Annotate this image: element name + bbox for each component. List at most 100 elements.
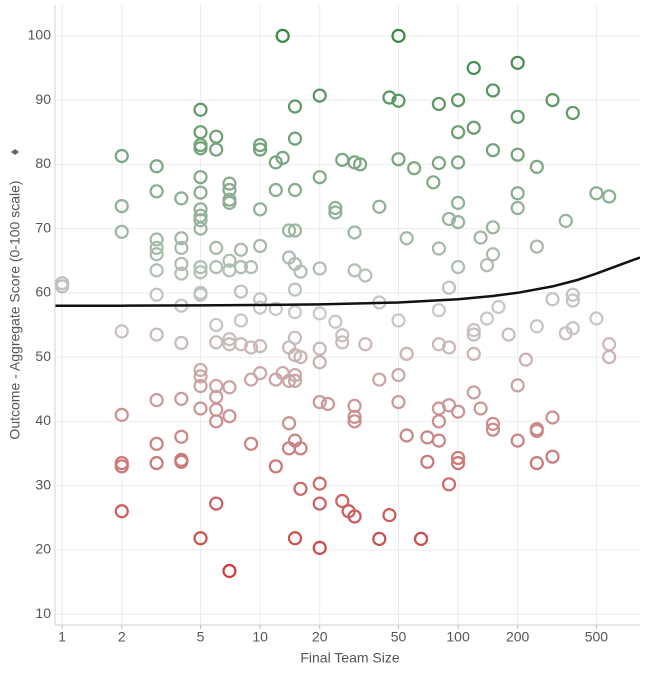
- point: [233, 242, 249, 257]
- x-tick-label: 5: [197, 629, 205, 645]
- point: [268, 459, 283, 474]
- point: [466, 60, 481, 76]
- point: [275, 28, 290, 43]
- point: [174, 454, 189, 469]
- point: [518, 352, 533, 367]
- point: [149, 184, 164, 199]
- point: [174, 256, 189, 272]
- point: [193, 287, 208, 302]
- point: [209, 335, 224, 350]
- y-tick-label: 30: [35, 476, 51, 492]
- point: [209, 142, 224, 157]
- point: [312, 496, 327, 511]
- point: [510, 109, 525, 124]
- point: [485, 422, 501, 437]
- point: [243, 436, 259, 451]
- point: [450, 450, 466, 466]
- point: [441, 280, 457, 295]
- y-tick-label: 40: [35, 412, 51, 428]
- y-tick-label: 50: [35, 348, 51, 364]
- point: [420, 454, 435, 469]
- point: [399, 231, 414, 246]
- point: [335, 493, 350, 509]
- point: [209, 317, 224, 333]
- point: [545, 410, 560, 425]
- point: [114, 407, 129, 423]
- point: [209, 260, 224, 275]
- point: [328, 205, 343, 220]
- point: [312, 476, 327, 491]
- point: [268, 182, 283, 198]
- point: [510, 55, 525, 70]
- point: [312, 540, 327, 556]
- point: [149, 436, 164, 451]
- x-tick-label: 500: [585, 629, 609, 645]
- point: [510, 186, 525, 201]
- point: [174, 240, 189, 255]
- point: [149, 393, 164, 408]
- point: [174, 429, 189, 444]
- point: [114, 324, 129, 339]
- point: [320, 396, 336, 412]
- point: [466, 346, 481, 361]
- point: [510, 147, 525, 162]
- point: [473, 401, 488, 416]
- point: [413, 531, 429, 547]
- point: [233, 313, 249, 328]
- point: [545, 92, 560, 108]
- point: [466, 385, 481, 400]
- point: [479, 258, 495, 273]
- point: [450, 215, 466, 230]
- point: [209, 414, 224, 429]
- point: [293, 481, 308, 496]
- point: [602, 337, 617, 352]
- point: [253, 339, 268, 354]
- point: [529, 159, 544, 175]
- point: [114, 224, 129, 239]
- point: [602, 189, 617, 204]
- x-tick-label: 100: [446, 629, 470, 645]
- point: [485, 83, 501, 98]
- point: [222, 253, 237, 268]
- point: [485, 143, 501, 158]
- point: [479, 311, 495, 326]
- point: [485, 220, 501, 235]
- point: [209, 129, 224, 144]
- point: [174, 335, 189, 351]
- point: [441, 211, 457, 227]
- point: [253, 238, 268, 254]
- point: [243, 372, 259, 387]
- point: [312, 88, 327, 103]
- x-tick-label: 50: [391, 629, 407, 645]
- point: [193, 170, 208, 185]
- point: [312, 261, 327, 276]
- x-axis-title: Final Team Size: [300, 650, 400, 666]
- point: [558, 213, 573, 228]
- point: [491, 299, 506, 315]
- point: [222, 331, 237, 347]
- point: [347, 414, 362, 429]
- point: [222, 380, 237, 395]
- point: [287, 367, 303, 383]
- x-tick-label: 20: [312, 629, 328, 645]
- point: [466, 322, 481, 338]
- point: [545, 292, 560, 307]
- point: [114, 198, 129, 214]
- point: [431, 433, 446, 448]
- point: [293, 349, 308, 365]
- point: [529, 423, 544, 439]
- point: [287, 182, 303, 198]
- y-tick-label: 60: [35, 284, 51, 300]
- point: [372, 199, 387, 214]
- point: [485, 247, 501, 262]
- point: [287, 373, 303, 388]
- point: [222, 195, 237, 210]
- point: [233, 284, 249, 299]
- point: [382, 90, 397, 105]
- point: [149, 247, 164, 262]
- point: [450, 260, 466, 275]
- point: [391, 93, 406, 108]
- point: [510, 378, 525, 393]
- point: [420, 430, 435, 445]
- y-tick-label: 80: [35, 155, 51, 171]
